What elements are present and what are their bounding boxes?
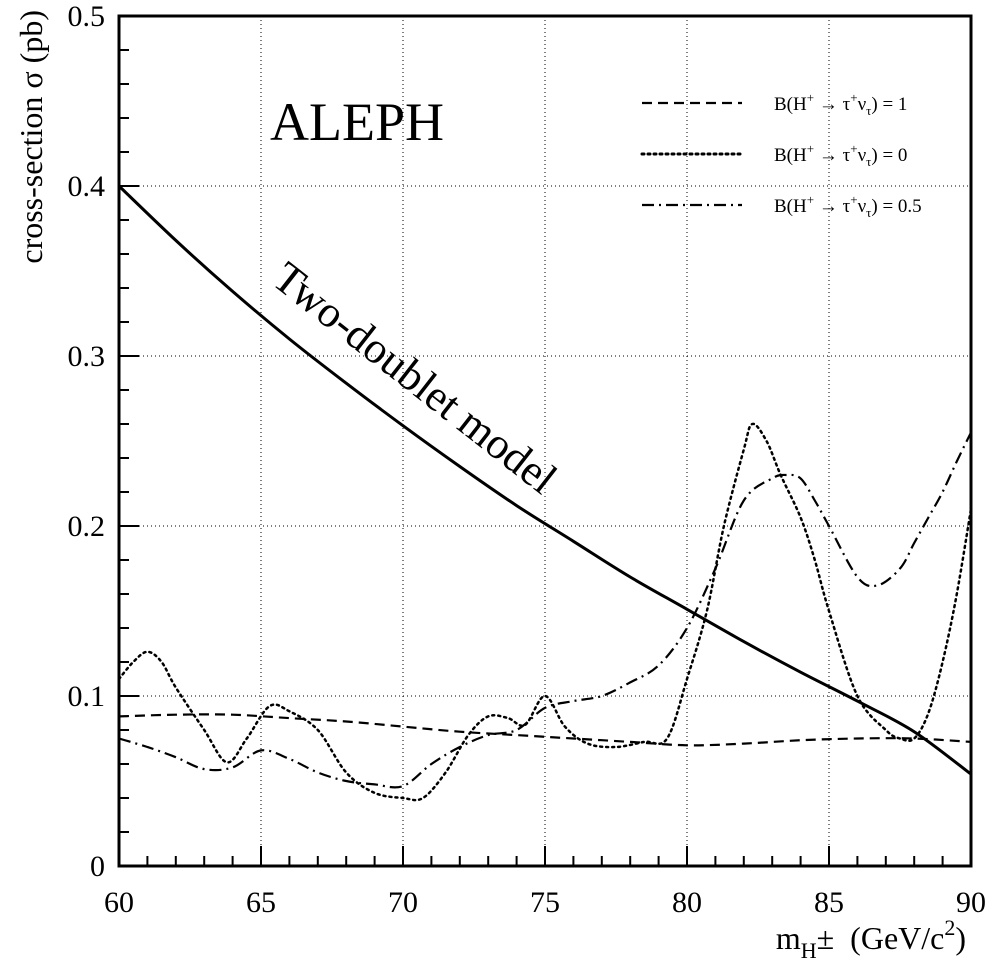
legend-entry-dotted: B(H+ → τ+ντ) = 0 bbox=[640, 141, 907, 169]
x-axis-title-pm: ± bbox=[817, 920, 835, 956]
tick-marks bbox=[118, 15, 972, 867]
legend-label-dashdot: B(H+ → τ+ντ) = 0.5 bbox=[774, 192, 922, 220]
experiment-label: ALEPH bbox=[270, 92, 444, 152]
x-axis-title: mH± (GeV/c2) bbox=[776, 915, 966, 963]
x-tick-label-65: 65 bbox=[246, 886, 276, 919]
x-tick-label-70: 70 bbox=[388, 886, 418, 919]
x-tick-label-60: 60 bbox=[104, 886, 134, 919]
x-axis-title-main: m bbox=[776, 920, 801, 956]
x-axis-title-exponent: 2 bbox=[944, 915, 955, 940]
x-tick-label-90: 90 bbox=[956, 886, 986, 919]
series-line-dashed bbox=[118, 713, 972, 747]
y-tick-label-0.4: 0.4 bbox=[68, 170, 106, 203]
series-line-solid bbox=[117, 184, 972, 776]
x-tick-label-85: 85 bbox=[814, 886, 844, 919]
tick-labels: 60 65 70 75 80 85 90 0 0.1 0.2 0.3 0.4 0.5 bbox=[68, 0, 987, 919]
data-series bbox=[117, 184, 973, 802]
series-line-dotted bbox=[117, 422, 973, 802]
legend-label-dashed: B(H+ → τ+ντ) = 1 bbox=[774, 90, 907, 118]
x-tick-label-80: 80 bbox=[672, 886, 702, 919]
y-tick-label-0.3: 0.3 bbox=[68, 340, 106, 373]
x-tick-label-75: 75 bbox=[530, 886, 560, 919]
y-tick-label-0.1: 0.1 bbox=[68, 680, 106, 713]
x-axis-title-subscript: H bbox=[801, 938, 817, 963]
y-tick-label-0.5: 0.5 bbox=[68, 0, 106, 33]
legend: B(H+ → τ+ντ) = 1 B(H+ → τ+ντ) = 0 B(H+ →… bbox=[640, 90, 922, 220]
y-tick-label-0: 0 bbox=[90, 850, 105, 883]
y-axis-title: cross-section σ (pb) bbox=[13, 10, 49, 264]
y-tick-label-0.2: 0.2 bbox=[68, 510, 106, 543]
x-axis-title-unit: (GeV/c bbox=[834, 920, 944, 956]
legend-label-dotted: B(H+ → τ+ντ) = 0 bbox=[774, 141, 907, 169]
legend-entry-dashdot: B(H+ → τ+ντ) = 0.5 bbox=[642, 192, 922, 220]
grid-lines bbox=[119, 16, 971, 866]
legend-entry-dashed: B(H+ → τ+ντ) = 1 bbox=[642, 90, 907, 118]
x-axis-title-close: ) bbox=[955, 920, 966, 956]
curve-annotation: Two-doublet model bbox=[264, 252, 566, 503]
